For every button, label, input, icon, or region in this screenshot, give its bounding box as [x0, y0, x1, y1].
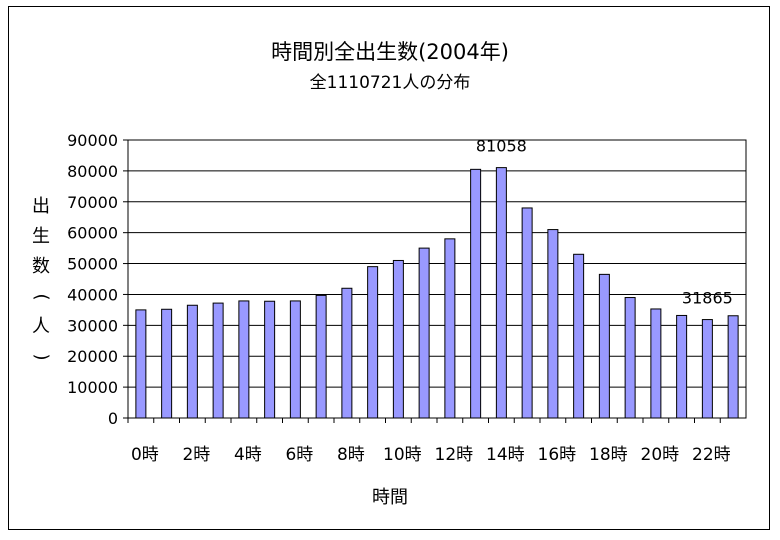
y-tick-label: 20000	[67, 347, 118, 366]
x-tick-label: 14時	[486, 445, 525, 465]
data-label: 81058	[476, 137, 527, 156]
x-tick-label: 6時	[285, 445, 313, 465]
y-axis-label-char: 生	[32, 226, 50, 247]
bar	[289, 300, 301, 419]
y-tick-label: 60000	[67, 224, 118, 243]
bar	[392, 259, 404, 419]
x-tick-label: 2時	[182, 445, 210, 465]
x-tick-label: 18時	[589, 445, 628, 465]
y-axis-label-char: 人	[32, 316, 50, 337]
x-tick-label: 22時	[692, 445, 731, 465]
bar	[701, 319, 713, 419]
chart-title: 時間別全出生数(2004年)	[271, 40, 509, 64]
y-tick-label: 0	[108, 409, 118, 428]
bar	[727, 315, 739, 419]
y-axis-label-char: 出	[32, 196, 50, 217]
y-tick-label: 90000	[67, 131, 118, 150]
bar	[444, 238, 456, 419]
y-tick-label: 50000	[67, 255, 118, 274]
y-axis-label-char: 数	[32, 256, 50, 277]
y-tick-label: 10000	[67, 378, 118, 397]
bar	[624, 297, 636, 419]
bar	[521, 207, 533, 419]
x-tick-label: 12時	[435, 445, 474, 465]
bar	[650, 308, 662, 419]
bar	[418, 247, 430, 419]
bar	[315, 294, 327, 419]
bar	[238, 300, 250, 419]
y-tick-label: 70000	[67, 193, 118, 212]
bar	[161, 308, 173, 419]
bar	[367, 266, 379, 419]
y-tick-label: 80000	[67, 162, 118, 181]
bar	[264, 300, 276, 419]
plot-area	[127, 139, 747, 419]
x-tick-label: 16時	[538, 445, 577, 465]
x-tick-label: 20時	[641, 445, 680, 465]
x-tick-label: 8時	[337, 445, 365, 465]
y-axis-label: 出 生 数 ( 人 )	[30, 192, 52, 372]
y-tick-label: 30000	[67, 316, 118, 335]
bar	[186, 304, 198, 419]
bar	[573, 253, 585, 419]
bar	[470, 168, 482, 419]
x-tick-label: 4時	[234, 445, 262, 465]
x-axis-label: 時間	[372, 487, 408, 508]
bar	[495, 167, 507, 419]
bar	[676, 314, 688, 419]
bar	[547, 229, 559, 419]
chart-subtitle: 全1110721人の分布	[309, 73, 471, 93]
y-tick-label: 40000	[67, 285, 118, 304]
bar	[598, 273, 610, 419]
data-label: 31865	[682, 289, 733, 308]
x-tick-label: 0時	[131, 445, 159, 465]
bar	[212, 302, 224, 419]
bar	[341, 287, 353, 419]
x-tick-label: 10時	[383, 445, 422, 465]
bar	[135, 309, 147, 419]
